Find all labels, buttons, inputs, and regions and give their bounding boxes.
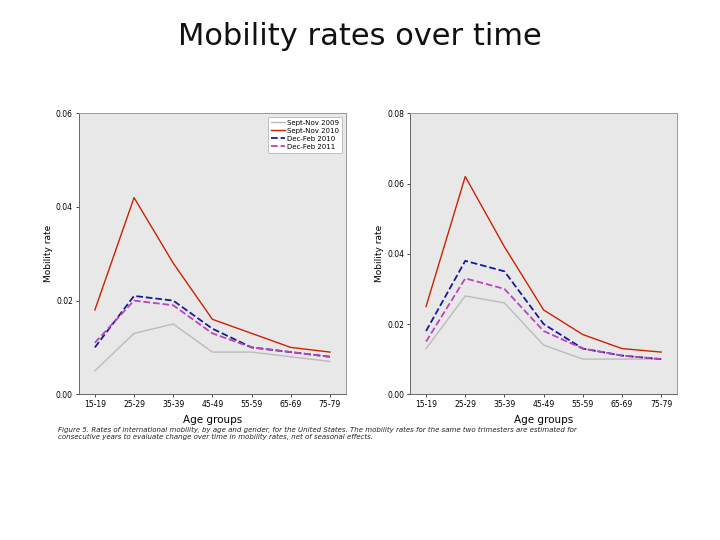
- X-axis label: Age groups: Age groups: [183, 415, 242, 425]
- Y-axis label: Mobility rate: Mobility rate: [44, 225, 53, 282]
- X-axis label: Age groups: Age groups: [514, 415, 573, 425]
- Text: Mobility rates over time: Mobility rates over time: [178, 22, 542, 51]
- Legend: Sept-Nov 2009, Sept-Nov 2010, Dec-Feb 2010, Dec-Feb 2011: Sept-Nov 2009, Sept-Nov 2010, Dec-Feb 20…: [268, 117, 342, 153]
- Text: Figure 5. Rates of international mobility, by age and gender, for the United Sta: Figure 5. Rates of international mobilit…: [58, 427, 576, 440]
- Y-axis label: Mobility rate: Mobility rate: [375, 225, 384, 282]
